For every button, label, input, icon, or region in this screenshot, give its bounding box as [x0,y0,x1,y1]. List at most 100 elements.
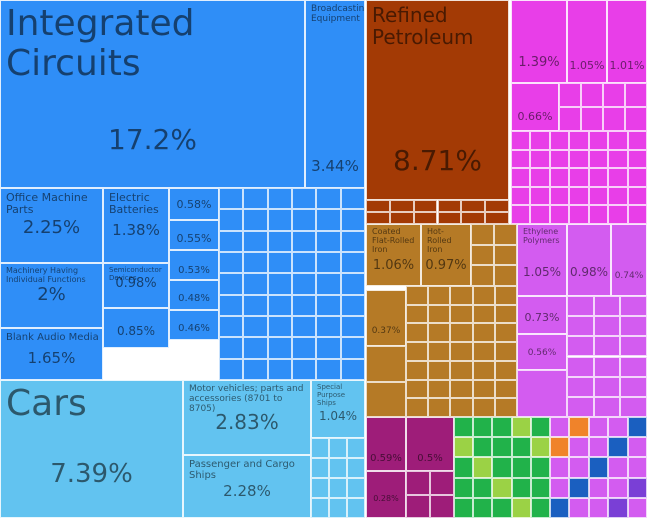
tile-value: 2% [37,284,66,305]
filler-cell [581,83,603,107]
tile-value: 0.59% [370,453,402,464]
filler-cell [485,212,509,224]
filler-cell [267,230,292,252]
filler-cell [559,107,581,131]
treemap-tile: 1.05% [567,0,607,83]
filler-cell [567,376,594,397]
filler-cell [329,458,347,478]
filler-cell [243,337,268,359]
filler-cell [511,205,531,224]
filler-cell [530,205,550,224]
filler-cell [530,417,550,438]
filler-cell [569,149,589,169]
filler-cell [588,437,609,458]
filler-cell [511,457,531,478]
treemap-tile: Broadcasting Equipment 3.44% [305,0,365,188]
filler-cell [625,83,647,107]
filler-cell [593,296,621,317]
filler-cell [406,342,429,361]
filler-cell [366,200,390,212]
treemap-tile: 0.56% [517,334,567,370]
filler-cell [620,376,647,397]
filler-cell [340,209,365,231]
tile-value: 1.01% [609,59,645,72]
filler-cell [569,477,589,498]
treemap-tile: 0.53% [169,250,219,280]
treemap-tile: 0.59% [366,417,406,471]
filler-cell [366,381,406,417]
filler-cell [627,205,647,224]
filler-cell [608,186,628,206]
filler-cell [530,186,550,206]
tile-label: Hot-Rolled Iron [427,227,452,254]
treemap-tile: Ethylene Polymers 1.05% [517,224,567,296]
tile-value: 0.56% [527,348,557,358]
filler-cell [267,316,292,338]
filler-cell [472,304,495,324]
treemap-tile: 0.58% [169,188,219,220]
filler-cell [471,244,494,266]
filler-cell [608,457,628,478]
filler-cell [608,477,628,498]
filler-cell [243,273,268,295]
filler-cell [243,188,268,210]
filler-cell [243,252,268,274]
filler-cell [511,186,531,206]
filler-cell [569,417,589,438]
filler-cell [588,497,609,518]
filler-cell [311,478,329,498]
filler-cell [620,316,647,337]
tile-value: 1.65% [27,349,76,367]
filler-cell [627,417,647,438]
filler-cell [267,273,292,295]
tile-label: Semiconductor Devices [109,266,162,282]
filler-cell [316,273,341,295]
filler-cell [567,396,594,417]
filler-cell [550,477,570,498]
treemap-tile: Motor vehicles; parts and accessories (8… [183,380,311,455]
filler-cell [627,457,647,478]
filler-cell [437,212,462,224]
filler-cell [329,498,347,518]
filler-cell [267,358,292,380]
filler-cell [316,252,341,274]
tile-label: Ethylene Polymers [523,227,560,245]
filler-cell [620,296,647,317]
filler-cell [530,497,550,518]
filler-cell [406,323,429,343]
filler-cell [627,131,647,150]
tile-label: Office Machine Parts [6,191,88,217]
filler-cell [593,356,621,377]
filler-cell [406,360,429,380]
filler-cell [588,131,609,150]
filler-cell [494,342,517,361]
filler-cell [473,497,493,518]
filler-cell [473,477,493,498]
tile-value: 8.71% [393,144,482,177]
filler-cell [494,379,517,399]
filler-cell [530,168,550,187]
filler-cell [550,417,570,438]
filler-cell [219,209,244,231]
filler-cell [620,396,647,417]
tile-label: Motor vehicles; parts and accessories (8… [189,384,304,415]
filler-cell [549,149,570,169]
filler-cell [340,252,365,274]
filler-cell [550,437,570,458]
filler-cell [311,498,329,518]
tile-value: 2.28% [223,482,271,500]
filler-cell [430,471,454,495]
tile-value: 0.98% [115,276,157,291]
filler-cell [454,417,474,438]
tile-value: 0.85% [116,324,156,338]
filler-cell [608,497,628,518]
filler-cell [311,438,329,458]
treemap-tile: 0.98% [567,224,611,296]
tile-value: 0.53% [178,265,210,276]
filler-cell [603,83,625,107]
filler-cell [428,323,451,343]
filler-cell [428,304,451,324]
filler-cell [450,342,473,361]
treemap-tile: 0.85% [103,308,169,348]
filler-cell [620,356,647,377]
